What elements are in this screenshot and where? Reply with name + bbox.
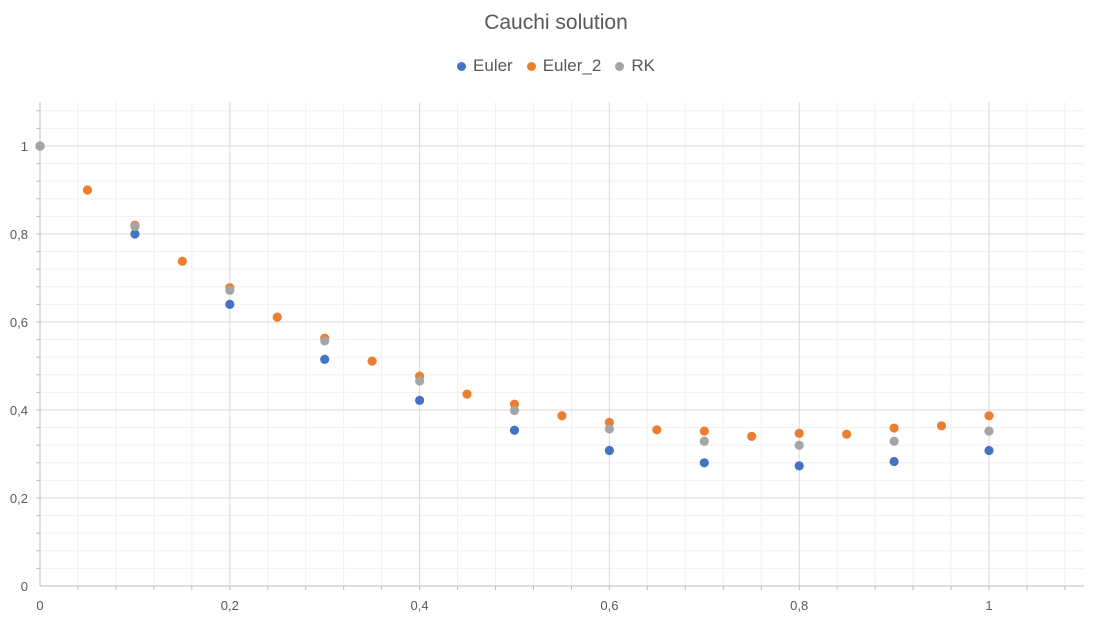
point-euler (415, 395, 425, 405)
point-euler (889, 456, 899, 467)
x-tick-label: 0,6 (600, 598, 618, 613)
minor-grid (40, 102, 1084, 586)
point-euler (509, 425, 520, 435)
point-euler-2 (747, 431, 757, 441)
x-tick-label: 0,4 (411, 598, 429, 613)
point-euler-2 (889, 423, 899, 433)
point-euler (320, 354, 330, 364)
point-euler (130, 229, 140, 239)
point-euler-2 (462, 389, 472, 399)
legend-label-euler: Euler (473, 56, 513, 75)
x-tick-label: 0 (36, 598, 43, 613)
point-rk (509, 405, 520, 416)
point-euler-2 (652, 425, 662, 435)
y-tick-label: 0,2 (10, 491, 28, 506)
legend-label-euler-2: Euler_2 (542, 56, 602, 75)
point-euler (794, 461, 804, 471)
point-euler-2 (842, 429, 852, 439)
x-tick-label: 0,8 (790, 598, 808, 613)
y-tick-label: 0,4 (10, 403, 28, 418)
y-tick-label: 0,8 (10, 227, 28, 242)
legend-item-rk: RK (615, 56, 655, 76)
axes (36, 102, 1084, 590)
point-euler (699, 458, 709, 468)
legend-item-euler-2: Euler_2 (526, 56, 602, 76)
legend-marker-euler-2 (526, 61, 536, 71)
point-rk (415, 376, 425, 386)
point-euler-2 (604, 417, 615, 427)
point-rk (889, 436, 899, 446)
point-euler (225, 299, 235, 309)
point-rk (699, 436, 709, 446)
legend-marker-rk (615, 61, 625, 71)
point-euler-2 (936, 421, 947, 431)
point-rk (130, 221, 140, 232)
x-tick-label: 1 (985, 598, 992, 613)
point-euler-2 (794, 428, 804, 438)
chart-title: Cauchi solution (484, 11, 628, 34)
point-euler-2 (557, 411, 567, 421)
y-tick-label: 1 (21, 139, 28, 154)
point-rk (984, 426, 994, 436)
point-euler-2 (699, 426, 709, 436)
point-euler (604, 445, 615, 456)
major-grid (40, 102, 1084, 586)
point-rk (225, 285, 235, 295)
point-rk (794, 440, 804, 450)
point-rk (35, 141, 45, 151)
point-rk (604, 424, 615, 434)
chart-legend: Euler Euler_2 RK (0, 56, 1112, 76)
legend-item-euler: Euler (457, 56, 513, 76)
point-euler-2 (272, 312, 282, 322)
data-points (35, 141, 994, 471)
point-euler-2 (177, 256, 187, 266)
legend-marker-euler (457, 61, 467, 71)
tick-labels: 0 0,2 0,4 0,6 0,8 1 0 0,2 0,4 0,6 0,8 1 (10, 139, 993, 613)
y-tick-label: 0,6 (10, 315, 28, 330)
point-rk (320, 336, 330, 346)
point-euler (984, 445, 994, 456)
legend-label-rk: RK (631, 56, 655, 75)
point-euler-2 (367, 356, 377, 366)
point-euler-2 (82, 185, 93, 195)
x-tick-label: 0,2 (221, 598, 239, 613)
point-euler-2 (984, 411, 994, 421)
y-tick-label: 0 (21, 579, 28, 594)
